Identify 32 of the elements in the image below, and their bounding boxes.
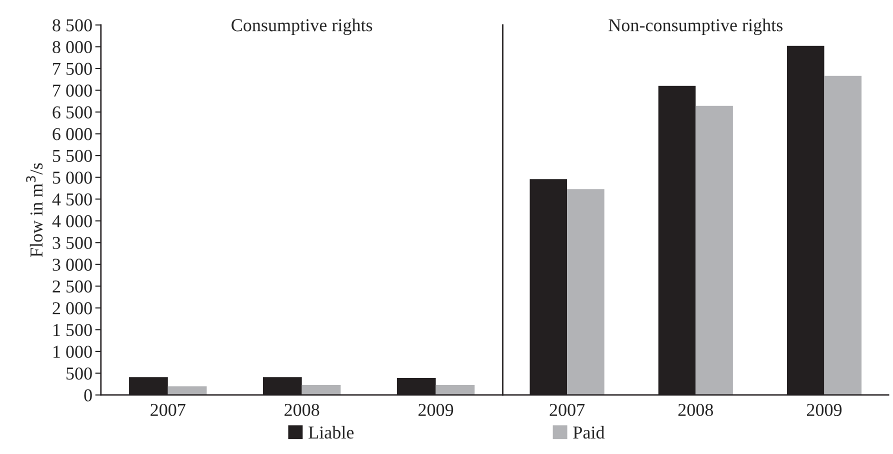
y-tick-label: 2 500 [52, 280, 92, 293]
y-tick-label: 5 500 [53, 150, 92, 162]
y-tick-label: 1 000 [54, 346, 92, 358]
y-tick-label: 4 500 [52, 193, 92, 206]
bar [824, 76, 862, 395]
chart-title: Non-consumptive rights [608, 18, 782, 36]
y-tick-label: 7 500 [53, 62, 92, 75]
y-tick-label: 6 000 [52, 128, 92, 140]
y-tick-label: 3 500 [52, 236, 92, 250]
x-tick-label: 2009 [418, 404, 454, 416]
y-tick-label: 3 000 [52, 258, 92, 271]
y-tick-label: 6 500 [52, 106, 92, 118]
y-tick-label: 1 500 [54, 324, 92, 336]
y-tick-label: 5 000 [53, 172, 92, 184]
legend-label: Liable [308, 426, 354, 439]
x-tick-label: 2008 [284, 404, 320, 416]
y-tick-label: 8 000 [52, 40, 92, 54]
legend-label: Paid [573, 426, 605, 439]
y-tick-label: 2 000 [52, 302, 92, 314]
x-tick-label: 2008 [678, 404, 714, 416]
y-axis-title: Flow in m$^{3}$/s [26, 163, 43, 258]
x-tick-label: 2009 [806, 404, 842, 416]
y-tick-label: 8 500 [52, 19, 92, 32]
x-tick-label: 2007 [150, 404, 186, 416]
y-tick-label: 0 [84, 389, 92, 402]
bar [696, 106, 733, 395]
y-tick-label: 7 000 [53, 84, 92, 97]
chart-title: Consumptive rights [232, 18, 372, 36]
y-tick-label: 4 000 [52, 215, 92, 228]
x-tick-label: 2007 [550, 404, 585, 416]
y-tick-label: 500 [66, 367, 92, 380]
bar [567, 189, 604, 395]
